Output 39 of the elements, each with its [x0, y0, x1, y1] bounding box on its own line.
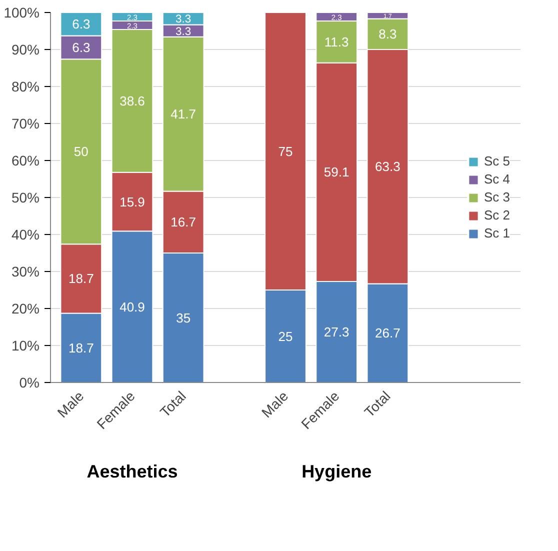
legend-label: Sc 1 — [484, 226, 510, 240]
data-label: 27.3 — [324, 324, 350, 340]
legend-label: Sc 2 — [484, 208, 510, 222]
data-label: 50 — [74, 144, 88, 160]
data-label: 25 — [278, 328, 293, 344]
text: Hygiene — [302, 462, 372, 482]
y-tick-label: 80% — [11, 78, 40, 94]
y-tick-label: 40% — [11, 226, 40, 242]
data-label: 11.3 — [324, 34, 349, 50]
y-tick-label: 0% — [19, 374, 40, 390]
data-label: 38.6 — [120, 93, 145, 108]
legend-label: Sc 4 — [484, 172, 510, 186]
data-label: 15.9 — [120, 194, 145, 210]
y-tick-label: 90% — [11, 42, 40, 58]
y-tick-label: 20% — [11, 300, 40, 316]
y-tick-label: 50% — [11, 190, 40, 206]
y-tick-label: 70% — [11, 116, 40, 132]
data-label: 18.7 — [68, 271, 94, 286]
y-tick-label: 30% — [11, 264, 40, 280]
data-label: 63.3 — [375, 159, 400, 174]
data-label: 8.3 — [378, 26, 397, 42]
data-label: 35 — [176, 310, 191, 326]
data-label: 18.7 — [68, 340, 94, 356]
y-tick-label: 60% — [11, 152, 40, 168]
legend-label: Sc 5 — [484, 154, 510, 168]
legend-label: Sc 3 — [484, 190, 510, 204]
data-label: 6.3 — [72, 40, 90, 55]
data-label: 3.3 — [176, 14, 192, 26]
data-label: 40.9 — [120, 299, 145, 314]
data-label: 3.3 — [176, 26, 192, 38]
data-label: 75 — [278, 144, 293, 159]
y-tick-label: 10% — [11, 338, 40, 354]
y-tick-label: 100% — [4, 4, 40, 20]
data-label: 6.3 — [72, 16, 90, 32]
data-label: 26.7 — [375, 326, 400, 341]
text: Aesthetics — [86, 462, 178, 482]
data-label: 41.7 — [170, 106, 196, 122]
data-label: 16.7 — [170, 214, 196, 230]
data-label: 59.1 — [324, 164, 350, 180]
